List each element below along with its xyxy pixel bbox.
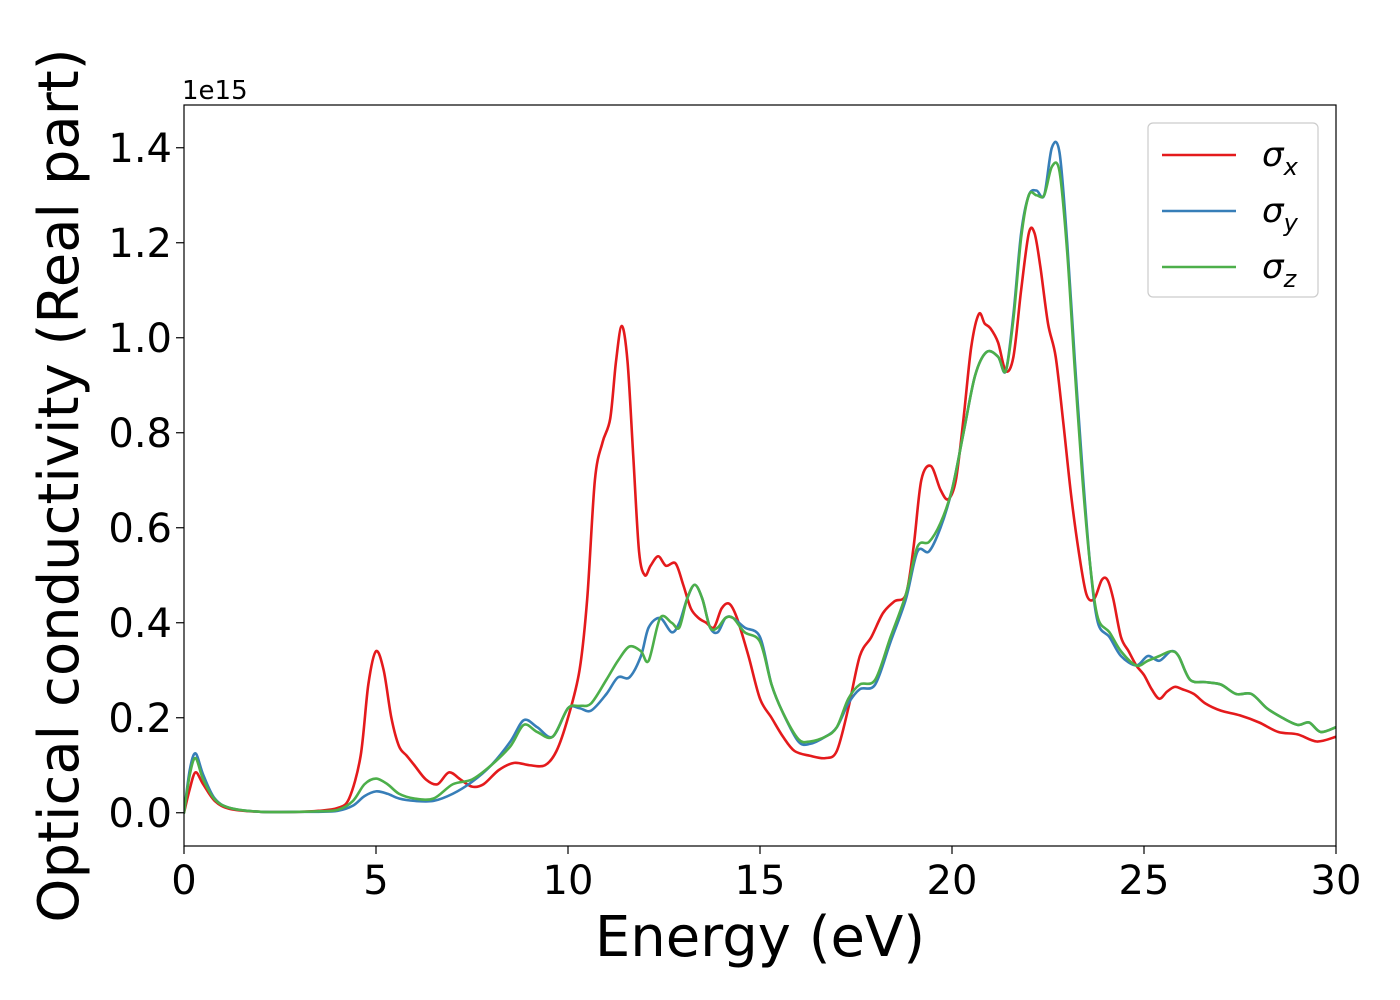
y-tick-label: 1.0 <box>108 316 172 362</box>
y-tick-label: 0.4 <box>108 601 172 647</box>
y-tick-label: 1.4 <box>108 126 172 172</box>
series-line-x <box>184 226 1336 815</box>
y-tick-label: 1.2 <box>108 221 172 267</box>
x-tick-label: 15 <box>735 858 786 904</box>
x-tick-label: 0 <box>171 858 196 904</box>
legend-label-y: σy <box>1262 191 1299 237</box>
series-line-z <box>184 161 1336 815</box>
x-axis-ticks: 0 5 10 15 20 25 30 <box>171 846 1361 904</box>
x-axis-title: Energy (eV) <box>595 905 925 970</box>
y-tick-label: 0.2 <box>108 696 172 742</box>
y-tick-label: 0.6 <box>108 506 172 552</box>
legend-label-x: σx <box>1262 135 1299 181</box>
y-tick-label: 0.0 <box>108 791 172 837</box>
y-axis-ticks: 0.0 0.2 0.4 0.6 0.8 1.0 1.2 1.4 <box>108 126 184 837</box>
y-axis-offset-label: 1e15 <box>182 76 248 106</box>
x-tick-label: 20 <box>927 858 978 904</box>
series-line-y <box>184 140 1336 815</box>
y-axis-title: Optical conductivity (Real part) <box>27 48 92 922</box>
x-tick-label: 10 <box>543 858 594 904</box>
legend-label-z: σz <box>1262 247 1298 293</box>
y-tick-label: 0.8 <box>108 411 172 457</box>
x-tick-label: 30 <box>1311 858 1362 904</box>
legend: σx σy σz <box>1147 122 1319 298</box>
x-tick-label: 25 <box>1119 858 1170 904</box>
plot-lines <box>184 140 1336 815</box>
x-tick-label: 5 <box>363 858 388 904</box>
